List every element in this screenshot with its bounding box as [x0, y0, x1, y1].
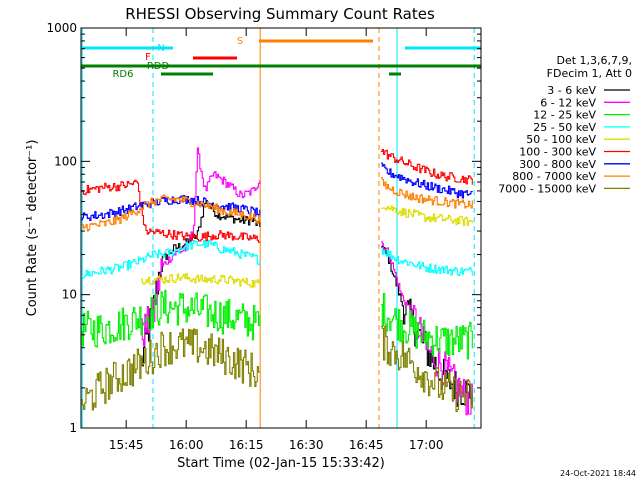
series-line-8-segment-0	[81, 328, 261, 411]
y-tick-label-3: 1000	[46, 21, 77, 35]
legend-label-4: 50 - 100 keV	[526, 133, 596, 146]
legend-header-line-2: FDecim 1, Att 0	[547, 67, 632, 80]
series-line-2-segment-1	[381, 292, 473, 360]
state-bar-label-rdd: RDD	[147, 61, 170, 72]
series-line-3-segment-1	[381, 248, 473, 276]
series-line-6-segment-1	[381, 162, 473, 199]
series-line-5-segment-1	[381, 148, 473, 185]
state-bar-label-s: S	[237, 36, 243, 47]
legend-label-1: 6 - 12 keV	[540, 96, 596, 109]
legend-label-5: 100 - 300 keV	[519, 146, 596, 159]
legend-label-3: 25 - 50 keV	[533, 121, 596, 134]
legend-label-7: 800 - 7000 keV	[512, 170, 596, 183]
series-line-1-segment-0	[141, 147, 261, 347]
chart-title: RHESSI Observing Summary Count Rates	[125, 5, 435, 23]
plot-frame	[80, 27, 482, 429]
y-tick-label-1: 10	[62, 288, 77, 302]
legend-header-line-1: Det 1,3,6,7,9,	[556, 54, 632, 67]
series-line-1-segment-1	[381, 241, 473, 416]
legend-label-2: 12 - 25 keV	[533, 109, 596, 122]
state-bar-label-n: N	[157, 43, 164, 54]
axes: 15:45 16:00 16:15 16:30 16:45 17:00 1 10 100 1000	[46, 21, 481, 452]
x-tick-label-4: 16:45	[349, 438, 384, 452]
x-tick-label-5: 17:00	[409, 438, 444, 452]
series-line-7-segment-0	[81, 194, 261, 232]
series-line-4-segment-1	[381, 205, 473, 226]
plot-area: NF S RDD RD6	[81, 28, 481, 428]
state-bar-label-f: F	[145, 52, 151, 63]
series-line-4-segment-0	[141, 273, 261, 288]
legend-label-0: 3 - 6 keV	[547, 84, 596, 97]
series-line-3-segment-0	[81, 239, 261, 279]
generation-timestamp: 24-Oct-2021 18:44	[560, 469, 636, 478]
series-line-5-segment-0	[81, 179, 261, 243]
x-tick-label-1: 16:00	[169, 438, 204, 452]
x-axis-label: Start Time (02-Jan-15 15:33:42)	[177, 456, 385, 471]
series-line-2-segment-0	[81, 289, 261, 348]
legend-label-6: 300 - 800 keV	[519, 158, 596, 171]
plot-clip-group	[81, 28, 481, 428]
y-tick-label-2: 100	[54, 154, 77, 168]
x-tick-label-3: 16:30	[289, 438, 324, 452]
x-tick-label-2: 16:15	[229, 438, 264, 452]
y-tick-label-0: 1	[69, 421, 77, 435]
x-tick-label-0: 15:45	[109, 438, 144, 452]
legend-label-8: 7000 - 15000 keV	[498, 182, 596, 195]
series-line-7-segment-1	[381, 176, 473, 209]
y-axis-label: Count Rate (s⁻¹ detector⁻¹)	[25, 140, 40, 317]
series-line-8-segment-1	[381, 325, 473, 413]
state-bar-label-rd6: RD6	[112, 69, 133, 80]
